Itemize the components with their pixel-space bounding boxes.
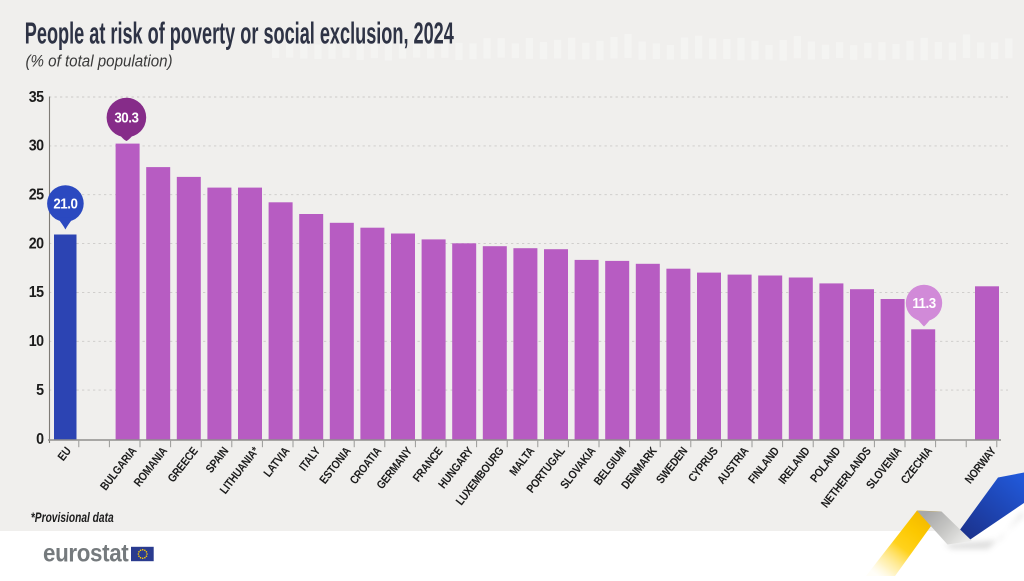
svg-text:20: 20 (29, 236, 44, 253)
svg-text:5: 5 (36, 382, 44, 399)
svg-text:15: 15 (29, 285, 44, 302)
svg-text:21.0: 21.0 (53, 195, 78, 212)
svg-text:35: 35 (29, 89, 44, 106)
svg-text:30.3: 30.3 (114, 109, 139, 126)
svg-text:(% of total population): (% of total population) (26, 52, 173, 71)
svg-text:10: 10 (29, 334, 44, 351)
svg-text:25: 25 (29, 187, 44, 204)
svg-text:0: 0 (36, 431, 44, 448)
svg-text:11.3: 11.3 (912, 295, 936, 312)
svg-text:People at risk of poverty or s: People at risk of poverty or social excl… (25, 17, 454, 51)
svg-text:eurostat: eurostat (43, 540, 129, 567)
svg-text:30: 30 (29, 138, 44, 155)
svg-text:*Provisional data: *Provisional data (31, 509, 114, 525)
